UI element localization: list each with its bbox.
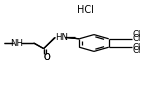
Text: HN: HN [55, 33, 68, 42]
Text: O: O [43, 53, 50, 62]
Text: NH: NH [11, 39, 24, 47]
Text: Cl: Cl [132, 46, 141, 55]
Text: Cl: Cl [132, 34, 141, 43]
Text: O: O [43, 53, 50, 62]
Text: HCl: HCl [77, 5, 94, 15]
Text: Cl: Cl [132, 43, 141, 52]
Text: Cl: Cl [132, 30, 141, 39]
